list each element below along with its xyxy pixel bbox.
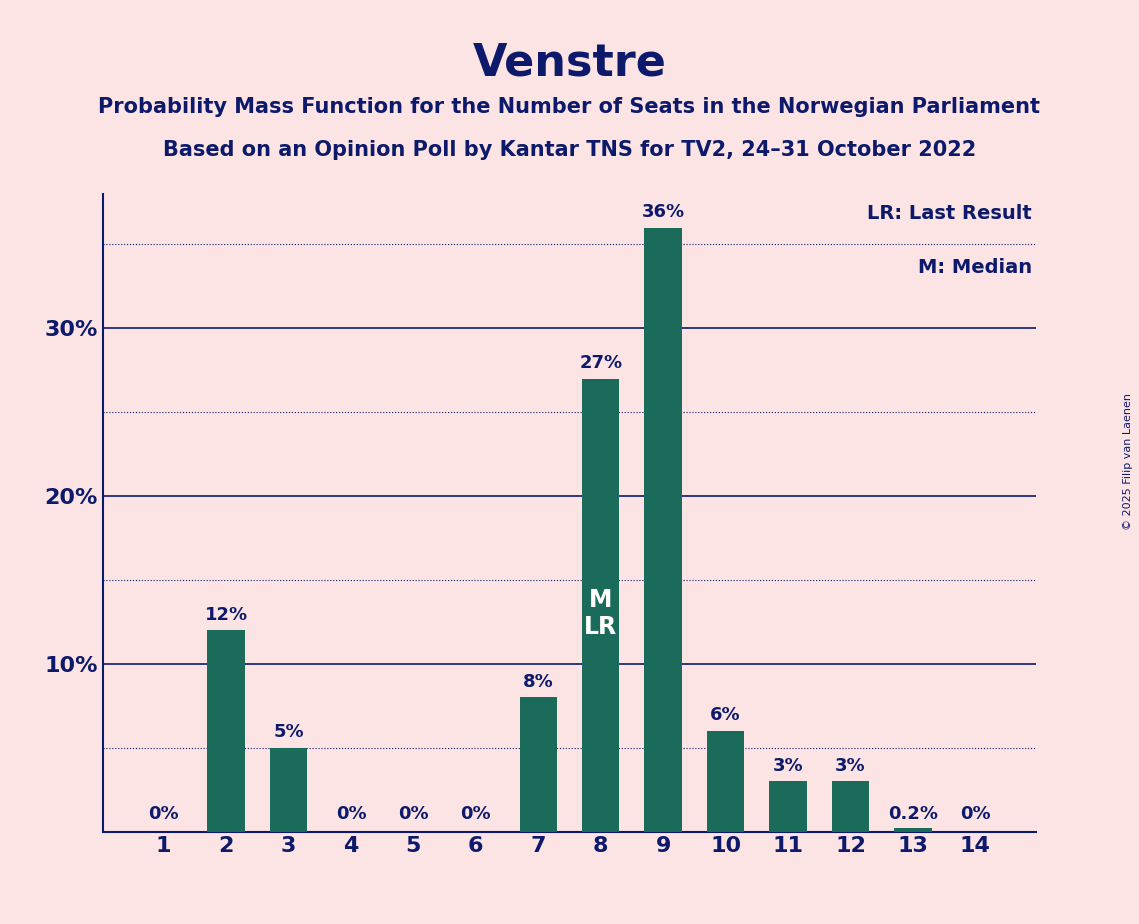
Bar — [707, 731, 744, 832]
Text: Venstre: Venstre — [473, 42, 666, 85]
Text: 12%: 12% — [205, 605, 247, 624]
Text: 0%: 0% — [148, 805, 179, 823]
Text: 0%: 0% — [399, 805, 428, 823]
Text: 0%: 0% — [336, 805, 367, 823]
Text: © 2025 Filip van Laenen: © 2025 Filip van Laenen — [1123, 394, 1133, 530]
Text: 3%: 3% — [772, 757, 803, 774]
Text: 5%: 5% — [273, 723, 304, 741]
Text: 0%: 0% — [460, 805, 491, 823]
Text: 8%: 8% — [523, 673, 554, 690]
Text: 3%: 3% — [835, 757, 866, 774]
Bar — [894, 828, 932, 832]
Bar — [769, 782, 806, 832]
Bar — [207, 630, 245, 832]
Text: M
LR: M LR — [584, 588, 617, 639]
Text: LR: Last Result: LR: Last Result — [867, 203, 1032, 223]
Text: 6%: 6% — [711, 706, 740, 724]
Text: 0.2%: 0.2% — [888, 805, 937, 823]
Text: 36%: 36% — [641, 203, 685, 221]
Bar — [831, 782, 869, 832]
Text: 0%: 0% — [960, 805, 991, 823]
Text: 27%: 27% — [579, 354, 622, 371]
Text: M: Median: M: Median — [918, 258, 1032, 277]
Bar — [519, 698, 557, 832]
Bar — [645, 227, 682, 832]
Bar — [582, 379, 620, 832]
Bar — [270, 748, 308, 832]
Text: Probability Mass Function for the Number of Seats in the Norwegian Parliament: Probability Mass Function for the Number… — [98, 97, 1041, 117]
Text: Based on an Opinion Poll by Kantar TNS for TV2, 24–31 October 2022: Based on an Opinion Poll by Kantar TNS f… — [163, 140, 976, 161]
